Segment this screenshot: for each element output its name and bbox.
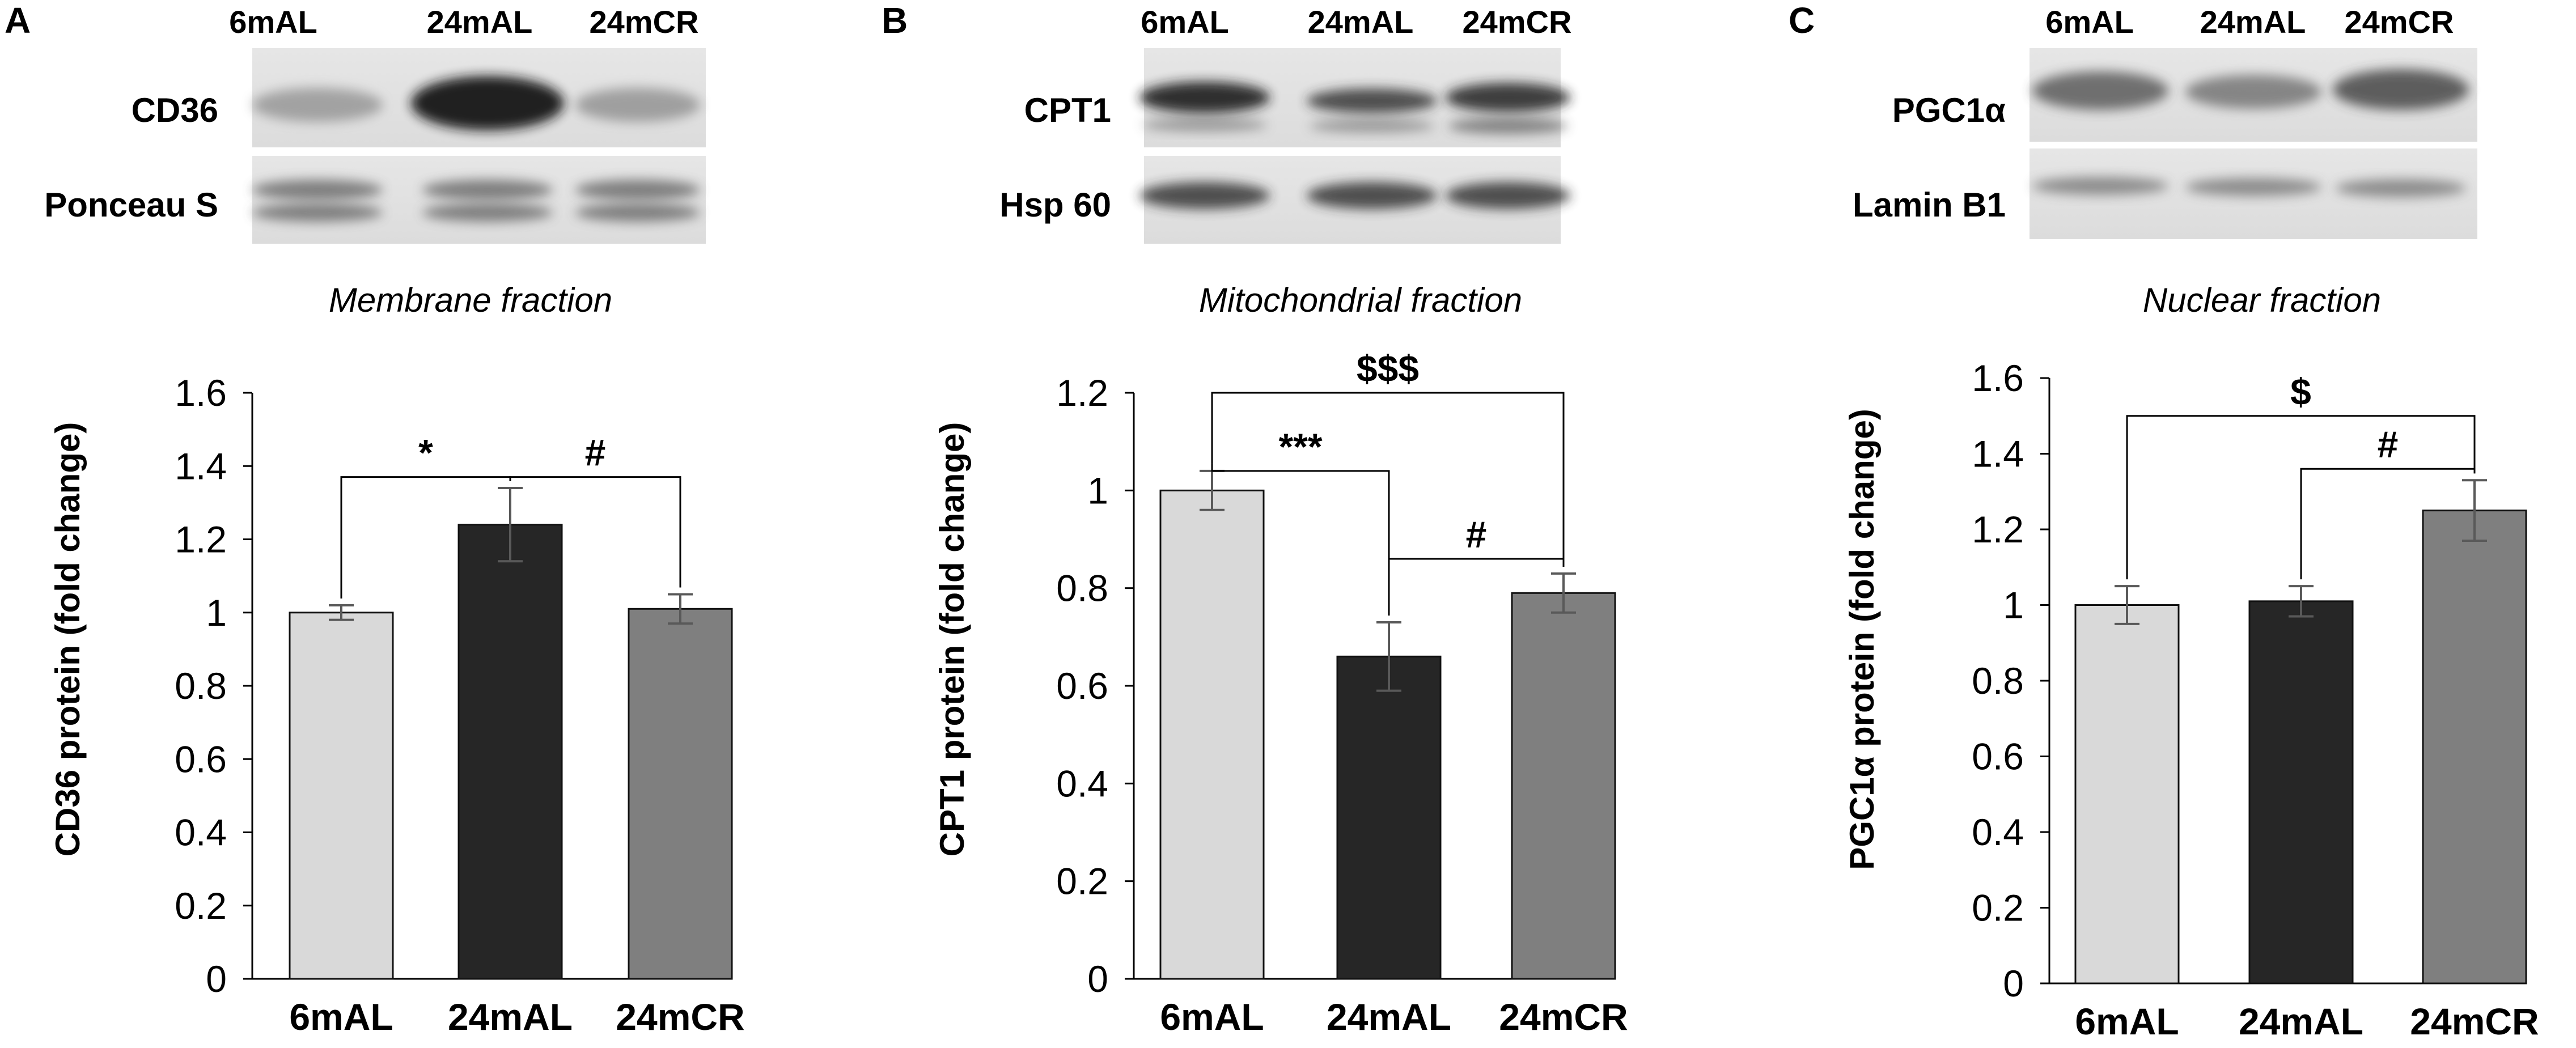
significance-marker: #	[1466, 514, 1487, 555]
y-tick-label: 0.4	[1972, 811, 2024, 853]
blot-label: CD36	[132, 91, 218, 129]
x-category-label: 6mAL	[2075, 1000, 2179, 1042]
significance-bracket	[1388, 558, 1565, 616]
panel-b: B 6mAL 24mAL 24mCR CPT1 Hsp 60 Mitochond…	[882, 0, 1628, 1038]
y-tick-label: 1.4	[1972, 433, 2024, 475]
fraction-label: Membrane fraction	[329, 281, 612, 319]
y-tick-label: 1	[206, 592, 227, 634]
y-tick-label: 0	[206, 958, 227, 1000]
fraction-label: Mitochondrial fraction	[1199, 281, 1522, 319]
western-blot-image	[2030, 148, 2477, 239]
y-tick-label: 0.6	[175, 738, 227, 780]
blot-label: Hsp 60	[999, 186, 1111, 224]
y-tick-label: 0.6	[1972, 736, 2024, 778]
y-tick-label: 0.2	[1056, 860, 1108, 902]
western-blot-image	[1139, 156, 1570, 244]
panel-label-c: C	[1789, 0, 1815, 41]
significance-marker: $$$	[1357, 347, 1419, 389]
y-tick-label: 1.2	[1056, 372, 1108, 414]
blot-label: Ponceau S	[44, 186, 218, 224]
bar	[2248, 600, 2354, 985]
x-category-label: 6mAL	[1160, 996, 1264, 1038]
blot-label: CPT1	[1024, 91, 1111, 129]
bar	[2074, 604, 2180, 985]
y-tick-label: 0.8	[1972, 660, 2024, 702]
bar-plot-c: 0 0.2 0.4 0.6 0.8 1 1.2 1.4 1.6 6mAL 24mAL 24mCR $ #	[1972, 357, 2539, 1042]
y-tick-label: 1	[2003, 584, 2024, 626]
bar-plot-b: 0 0.2 0.4 0.6 0.8 1 1.2 6mAL 24mAL 24mCR $$$ *** #	[1056, 347, 1628, 1038]
panel-label-b: B	[882, 0, 908, 41]
significance-marker: $	[2290, 371, 2311, 413]
bar	[2422, 510, 2527, 985]
panel-a: A 6mAL 24mAL 24mCR CD36 Ponceau S Membra…	[5, 0, 745, 1038]
blot-label: PGC1α	[1892, 91, 2006, 129]
y-tick-label: 0	[1087, 958, 1108, 1000]
bar	[289, 612, 394, 980]
bar	[1511, 592, 1616, 980]
western-blot-image	[2030, 48, 2477, 142]
y-tick-label: 1.4	[175, 445, 227, 487]
significance-bracket	[1211, 392, 1565, 567]
y-tick-label: 1.6	[175, 372, 227, 414]
fraction-label: Nuclear fraction	[2143, 281, 2381, 319]
x-category-label: 24mAL	[2239, 1000, 2363, 1042]
significance-bracket	[2300, 468, 2476, 580]
x-category-label: 24mAL	[448, 996, 573, 1038]
y-tick-label: 1.2	[175, 519, 227, 561]
y-tick-label: 1.2	[1972, 508, 2024, 550]
bar	[628, 608, 733, 980]
lane-label: 24mAL	[1308, 4, 1414, 40]
y-tick-label: 0.4	[1056, 762, 1108, 804]
lane-label: 6mAL	[2045, 4, 2134, 40]
significance-marker: #	[2378, 423, 2399, 465]
lane-label: 24mAL	[2200, 4, 2306, 40]
x-category-label: 24mCR	[2410, 1000, 2539, 1042]
y-axis-label: CPT1 protein (fold change)	[933, 422, 971, 857]
y-tick-label: 0.4	[175, 812, 227, 854]
y-tick-label: 0	[2003, 962, 2024, 1004]
significance-bracket	[509, 476, 681, 588]
lane-label: 24mAL	[427, 4, 533, 40]
x-category-label: 24mCR	[616, 996, 744, 1038]
lane-label: 24mCR	[1463, 4, 1572, 40]
significance-marker: ***	[1278, 426, 1322, 468]
panel-c: C 6mAL 24mAL 24mCR PGC1α Lamin B1 Nuclea…	[1789, 0, 2539, 1042]
blot-label: Lamin B1	[1853, 186, 2006, 224]
significance-marker: *	[418, 432, 433, 474]
y-axis-label: PGC1α protein (fold change)	[1843, 409, 1881, 870]
lane-label: 24mCR	[2345, 4, 2454, 40]
y-tick-label: 0.2	[175, 885, 227, 927]
bar-plot-a: 0 0.2 0.4 0.6 0.8 1 1.2 1.4 1.6 6mAL 24mAL 24mCR * #	[175, 372, 744, 1038]
y-tick-label: 0.8	[1056, 567, 1108, 609]
y-tick-label: 1	[1087, 469, 1108, 511]
x-category-label: 6mAL	[289, 996, 393, 1038]
x-category-label: 24mCR	[1499, 996, 1628, 1038]
significance-bracket	[1211, 464, 1390, 616]
lane-label: 6mAL	[1141, 4, 1229, 40]
western-blot-image	[1139, 48, 1570, 147]
y-tick-label: 1.6	[1972, 357, 2024, 399]
significance-marker: #	[585, 432, 606, 474]
lane-label: 24mCR	[590, 4, 699, 40]
panel-label-a: A	[5, 0, 31, 41]
bar	[1159, 489, 1265, 980]
lane-label: 6mAL	[229, 4, 317, 40]
y-tick-label: 0.6	[1056, 665, 1108, 707]
x-category-label: 24mAL	[1327, 996, 1451, 1038]
significance-bracket	[2126, 415, 2476, 580]
bar	[457, 524, 563, 980]
bar	[1336, 655, 1442, 980]
y-axis-label: CD36 protein (fold change)	[49, 422, 87, 857]
y-tick-label: 0.2	[1972, 887, 2024, 929]
western-blot-image	[252, 156, 706, 244]
western-blot-image	[252, 48, 706, 147]
y-tick-label: 0.8	[175, 665, 227, 707]
